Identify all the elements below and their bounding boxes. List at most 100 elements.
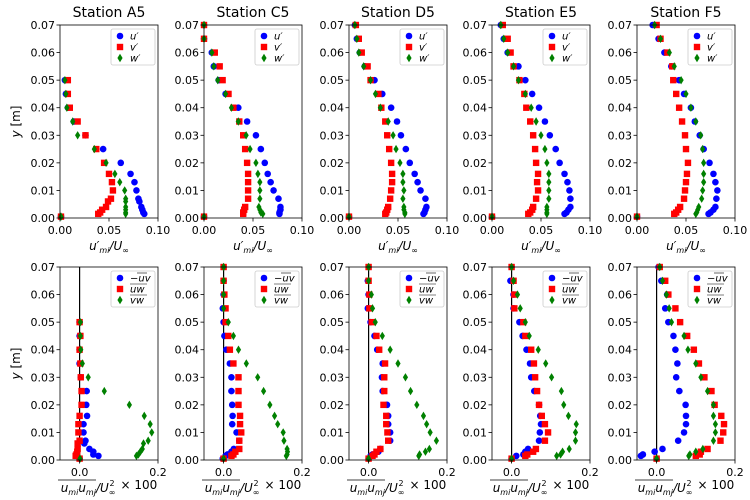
x-axis-label: umiumj/U∞2 × 100 <box>205 478 302 497</box>
x-label-part: mi <box>212 488 223 497</box>
x-label-part: u′ <box>666 239 677 253</box>
y-tick-label: 0.01 <box>320 184 345 197</box>
y-tick-label: 0.05 <box>320 74 345 87</box>
legend-label: vw <box>274 296 289 307</box>
data-point-uv <box>674 360 681 367</box>
x-tick-label: 0.00 <box>337 224 362 237</box>
x-label-part: /U <box>672 481 686 495</box>
legend-label: −uv <box>707 274 729 285</box>
legend-marker <box>116 274 124 282</box>
data-point-vw <box>710 411 717 421</box>
y-tick-label: 0.02 <box>31 157 56 170</box>
legend-marker <box>260 32 268 40</box>
data-point-uv <box>228 373 235 381</box>
data-point-uw <box>384 429 391 436</box>
data-point-uw <box>368 318 375 326</box>
legend-label: vw <box>707 296 722 307</box>
x-label-part: u′ <box>89 239 100 253</box>
x-label-part: mi <box>645 488 656 497</box>
data-point-v <box>678 118 686 125</box>
legend-marker <box>405 285 413 293</box>
data-point-vw <box>79 359 85 368</box>
data-point-vw <box>366 276 372 285</box>
x-label-part: /U <box>540 239 554 253</box>
legend: u′v′w′ <box>254 28 300 66</box>
axes-frame <box>59 266 159 461</box>
data-point-vw <box>561 400 567 410</box>
x-label-part: u <box>205 481 213 495</box>
y-tick-label: 0.01 <box>608 426 633 439</box>
legend-marker <box>549 295 555 305</box>
x-label-part: u <box>367 481 375 495</box>
y-tick-label: 0.06 <box>320 289 345 302</box>
legend-label: uw <box>130 285 145 296</box>
y-tick-label: 0.05 <box>320 316 345 329</box>
x-label-part: /U <box>527 481 541 495</box>
x-label-part: mj <box>518 488 529 497</box>
data-point-w <box>377 103 383 112</box>
data-point-uw <box>369 452 376 460</box>
data-point-vw <box>416 451 422 461</box>
y-tick-label: 0.01 <box>31 184 56 197</box>
legend-label: u′ <box>419 32 428 43</box>
y-tick-label: 0.02 <box>463 399 488 412</box>
y-tick-label: 0.05 <box>175 316 200 329</box>
data-point-vw <box>275 419 281 429</box>
panel-title: Station F5 <box>650 5 721 21</box>
data-point-w <box>400 177 406 187</box>
data-point-w <box>695 205 701 214</box>
y-tick-label: 0.02 <box>608 399 633 412</box>
data-point-vw <box>659 276 666 285</box>
data-point-uw <box>708 387 715 395</box>
y-tick-label: 0.06 <box>463 47 488 60</box>
data-point-uw <box>720 420 728 428</box>
x-label-part: 2 <box>541 479 546 488</box>
y-tick-label: 0.07 <box>320 19 345 32</box>
data-point-v <box>385 145 393 153</box>
data-point-w <box>701 177 707 187</box>
data-point-w <box>372 89 379 99</box>
data-point-uw <box>696 451 703 458</box>
data-point-uw <box>528 346 535 353</box>
data-point-w <box>401 186 407 195</box>
data-point-u <box>117 159 125 167</box>
data-point-v <box>244 170 252 178</box>
data-point-v <box>219 76 226 84</box>
x-axis-label: umiumj/U∞2 × 100 <box>61 478 158 497</box>
data-point-w <box>700 186 706 195</box>
data-point-uv <box>95 452 102 460</box>
data-point-v <box>670 76 677 84</box>
data-point-uw <box>531 374 539 381</box>
legend-marker <box>548 274 556 282</box>
data-point-vw <box>517 304 523 313</box>
data-point-w <box>546 177 552 187</box>
x-label-part: ∞ <box>686 488 693 497</box>
x-tick-label: 0.05 <box>97 224 122 237</box>
data-point-u <box>264 170 272 178</box>
data-point-uv <box>228 401 236 409</box>
data-point-vw <box>271 411 278 421</box>
data-point-w <box>700 144 706 154</box>
y-label-var: y <box>9 129 23 138</box>
legend-marker <box>693 285 701 293</box>
x-label-part: u′ <box>378 239 389 253</box>
data-point-vw <box>243 359 249 368</box>
data-point-u <box>705 210 712 218</box>
y-tick-label: 0.03 <box>175 371 200 384</box>
y-tick-label: 0.01 <box>31 426 56 439</box>
data-point-vw <box>281 436 287 445</box>
y-tick-label: 0.05 <box>608 316 633 329</box>
y-tick-label: 0.02 <box>31 399 56 412</box>
data-point-uw <box>381 387 388 395</box>
legend-label: u′ <box>707 32 716 43</box>
data-point-uw <box>704 445 711 453</box>
y-label-unit: [m] <box>9 106 23 131</box>
data-point-w <box>75 131 81 140</box>
data-point-uw <box>236 445 243 453</box>
y-tick-label: 0.04 <box>608 102 633 115</box>
legend-label: v′ <box>707 43 716 54</box>
panel-stresses-4: 0.000.010.020.030.040.050.060.070.0 0.2um… <box>608 261 744 497</box>
data-point-uw <box>522 452 529 460</box>
panel-title: Station C5 <box>217 5 290 21</box>
